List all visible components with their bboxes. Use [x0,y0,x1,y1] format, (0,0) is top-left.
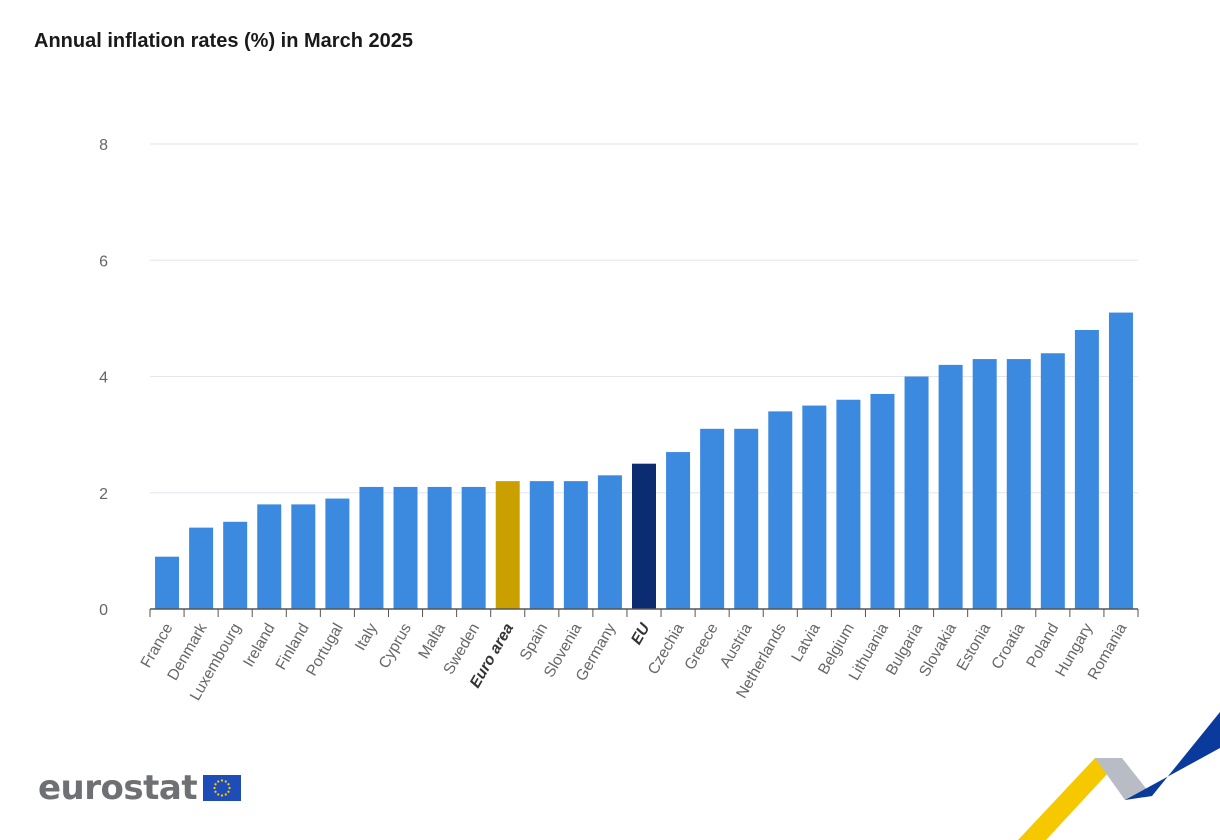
bar-belgium[interactable] [836,399,861,609]
eu-flag-icon [203,775,242,801]
bar-netherlands[interactable] [768,411,793,609]
category-labels: FranceDenmarkLuxembourgIrelandFinlandPor… [138,620,1131,704]
bar-slovenia[interactable] [563,481,588,609]
flag-star [227,783,230,786]
bar-cyprus[interactable] [393,486,418,609]
flag-star [227,790,230,793]
bar-france[interactable] [155,556,180,609]
bar-eu[interactable] [632,463,656,609]
bar-estonia[interactable] [972,359,997,609]
x-tick-label: Malta [415,620,449,662]
bar-germany[interactable] [597,475,622,609]
y-tick-label: 0 [99,602,108,619]
y-tick-label: 6 [99,253,108,270]
bar-spain[interactable] [529,481,554,609]
flag-star [220,779,224,782]
bar-hungary[interactable] [1074,330,1099,609]
bar-austria[interactable] [734,428,759,609]
x-tick-label: EU [628,620,654,648]
x-tick-label: Estonia [954,620,995,674]
flag-star [217,793,220,796]
flag-star [214,790,217,793]
bar-finland[interactable] [291,504,316,609]
bar-slovakia[interactable] [938,364,963,609]
x-tick-label: Greece [681,621,721,674]
x-tick-label: Latvia [788,620,824,665]
y-tick-label: 8 [99,137,108,154]
eurostat-logo: eurostat [38,768,242,808]
flag-star [217,780,220,783]
x-tick-label: Cyprus [376,620,415,671]
y-tick-label: 2 [99,486,108,503]
flag-star [213,786,216,790]
flag-star [224,780,227,783]
bar-portugal[interactable] [325,498,350,609]
bar-luxembourg[interactable] [223,521,248,609]
bar-denmark[interactable] [189,527,214,609]
x-axis [149,608,1139,617]
bar-sweden[interactable] [461,486,486,609]
eurostat-wordmark: eurostat [38,768,198,808]
bar-croatia[interactable] [1006,359,1031,609]
bar-euro-area[interactable] [495,481,520,609]
bar-poland[interactable] [1040,353,1065,609]
chart-title: Annual inflation rates (%) in March 2025 [34,30,413,52]
bar-czechia[interactable] [666,452,691,609]
bar-bulgaria[interactable] [904,376,929,610]
bar-chart: 0 2 4 6 8 FranceDenmarkLuxembourgIrelandFinl… [99,137,1139,704]
x-tick-label: Italy [352,620,381,653]
bars [155,312,1133,610]
x-tick-label: Croatia [989,620,1029,672]
flag-star [214,783,217,786]
bar-malta[interactable] [427,486,452,609]
y-tick-label: 4 [99,370,108,387]
flag-star [220,794,224,797]
flag-star [228,786,231,790]
bar-lithuania[interactable] [870,393,895,609]
bar-romania[interactable] [1108,312,1133,609]
x-tick-label: Spain [517,621,552,664]
bar-italy[interactable] [359,486,384,609]
bar-latvia[interactable] [802,405,827,609]
bar-greece[interactable] [700,428,725,609]
flag-star [224,793,227,796]
bar-ireland[interactable] [257,504,282,609]
